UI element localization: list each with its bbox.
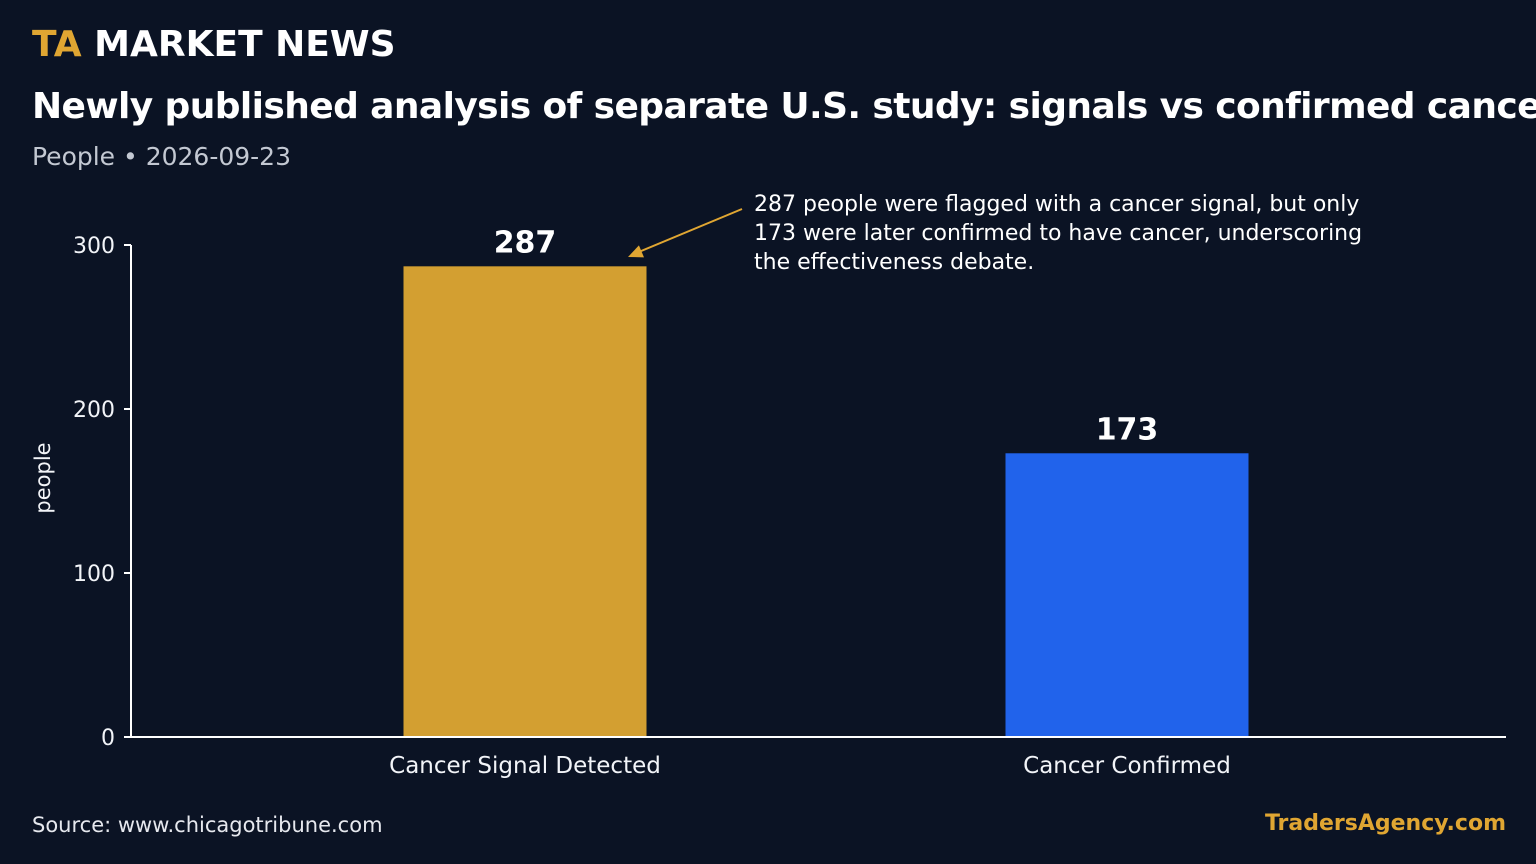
brand-name: MARKET NEWS — [94, 24, 396, 65]
brand-prefix: TA — [32, 24, 82, 65]
annotation-arrowhead — [628, 245, 644, 258]
y-axis-label: people — [31, 442, 55, 513]
bar-1 — [403, 266, 647, 737]
annotation-line: the effectiveness debate. — [754, 250, 1034, 275]
data-label: 287 — [494, 225, 557, 260]
y-tick-label: 100 — [73, 562, 115, 587]
site-credit: TradersAgency.com — [1264, 811, 1506, 836]
x-tick-label: Cancer Signal Detected — [389, 753, 661, 779]
y-tick-label: 0 — [101, 726, 115, 751]
chart-title: Newly published analysis of separate U.S… — [32, 86, 1536, 127]
annotation-line: 173 were later confirmed to have cancer,… — [754, 221, 1362, 246]
annotation-arrow-line — [633, 208, 743, 255]
y-tick-label: 300 — [73, 234, 115, 259]
x-tick-label: Cancer Confirmed — [1023, 753, 1231, 779]
y-tick-label: 200 — [73, 398, 115, 423]
brand-logo: TA MARKET NEWS — [32, 24, 396, 65]
bar-2 — [1005, 453, 1249, 737]
data-label: 173 — [1096, 412, 1159, 447]
chart-subtitle: People • 2026-09-23 — [32, 142, 291, 171]
source-credit: Source: www.chicagotribune.com — [32, 813, 383, 837]
annotation-line: 287 people were flagged with a cancer si… — [754, 192, 1359, 217]
